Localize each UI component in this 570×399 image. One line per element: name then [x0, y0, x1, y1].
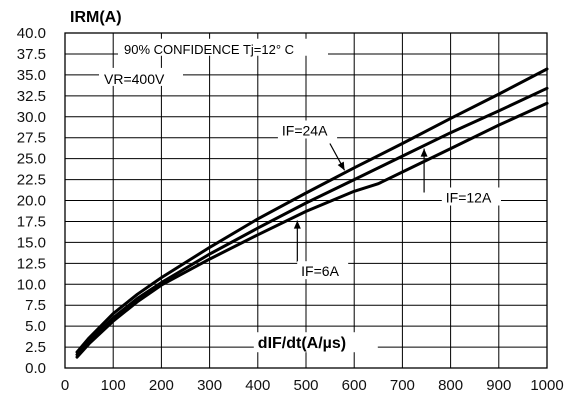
x-tick-label: 400: [245, 377, 270, 394]
y-tick-label: 35.0: [17, 67, 46, 84]
y-tick-label: 15.0: [17, 234, 46, 251]
series-label-bg: [277, 120, 338, 139]
series-line-if-24a: [75, 67, 549, 354]
annotation-bg: [118, 38, 328, 56]
series-label: IF=12A: [446, 190, 492, 206]
axes: [64, 32, 548, 369]
x-tick-label: 500: [293, 377, 318, 394]
series-label-arrowhead: [293, 220, 301, 229]
series-label: IF=6A: [301, 263, 339, 279]
y-tick-label: 30.0: [17, 109, 46, 126]
x-tick-label: 100: [101, 377, 126, 394]
x-tick-label: 700: [390, 377, 415, 394]
y-tick-label: 5.0: [25, 318, 46, 335]
y-tick-label: 2.5: [25, 339, 46, 356]
y-tick-label: 32.5: [17, 88, 46, 105]
y-tick-label: 7.5: [25, 297, 46, 314]
series-line-if-12a: [75, 86, 549, 357]
y-axis-title: IRM(A): [70, 9, 122, 26]
y-tick-label: 25.0: [17, 151, 46, 168]
y-tick-label: 40.0: [17, 25, 46, 42]
y-tick-label: 20.0: [17, 193, 46, 210]
series-label-bg: [297, 261, 349, 280]
axis-labels: 0 100 200 300 400 500 600 700 800 900 1000 0.0 2.5 5.…: [17, 9, 564, 394]
y-tick-label: 10.0: [17, 276, 46, 293]
x-axis-title: dIF/dt(A/µs): [258, 335, 346, 352]
x-tick-label: 900: [486, 377, 511, 394]
annotation-confidence: 90% CONFIDENCE Tj=12° C: [124, 42, 294, 57]
annotation-bg: [99, 67, 183, 86]
y-tick-label: 17.5: [17, 213, 46, 230]
series-label-arrowhead: [337, 161, 345, 171]
series-label-arrowhead: [420, 148, 428, 157]
y-tick-label: 12.5: [17, 255, 46, 272]
y-tick-label: 22.5: [17, 172, 46, 189]
annotation-vr: VR=400V: [104, 71, 165, 87]
x-tick-label: 0: [61, 377, 69, 394]
x-tick-label: 800: [438, 377, 463, 394]
x-tick-label: 1000: [530, 377, 563, 394]
series-label: IF=24A: [282, 123, 328, 139]
series-lines: [75, 67, 549, 359]
annotations: 90% CONFIDENCE Tj=12° C VR=400V IF=24A IF=1…: [99, 38, 501, 280]
x-axis-title-bg: [253, 332, 378, 353]
y-tick-label: 0.0: [25, 360, 46, 377]
x-tick-label: 200: [149, 377, 174, 394]
x-tick-label: 600: [342, 377, 367, 394]
x-tick-label: 300: [197, 377, 222, 394]
y-tick-label: 27.5: [17, 130, 46, 147]
plot-frame: [64, 32, 548, 369]
series-label-bg: [441, 187, 501, 206]
series-line-if-6a: [75, 101, 549, 359]
y-tick-label: 37.5: [17, 46, 46, 63]
